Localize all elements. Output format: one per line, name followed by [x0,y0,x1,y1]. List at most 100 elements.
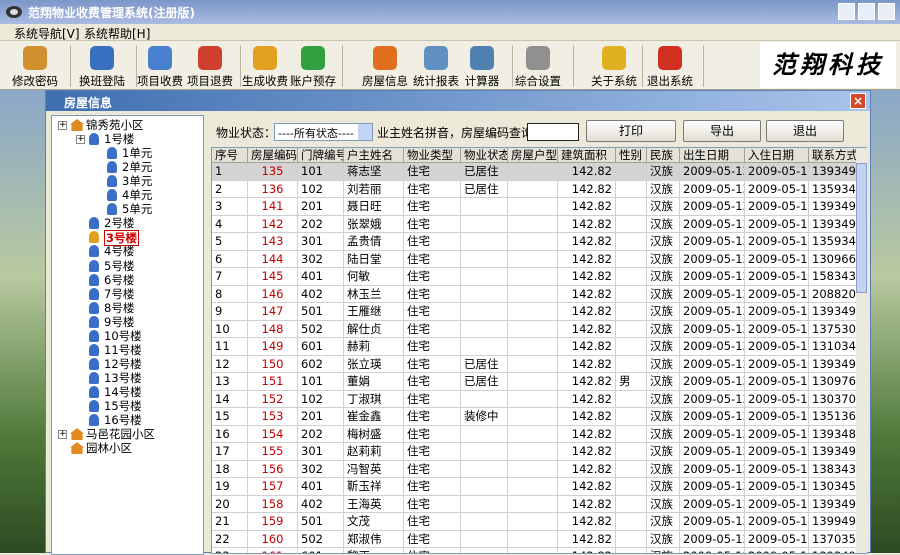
toolbar-button[interactable]: 计算器 [464,74,500,88]
tree-node[interactable]: 4单元 [122,188,153,203]
tree-node[interactable]: 13号楼 [104,370,142,385]
tree-node[interactable]: 12号楼 [104,356,142,371]
tree-node[interactable]: 10号楼 [104,328,142,343]
table-cell: 住宅 [404,233,461,251]
column-header[interactable]: 建筑面积 [558,148,616,163]
column-header[interactable]: 物业状态 [461,148,508,163]
tree-node[interactable]: 15号楼 [104,399,142,413]
toolbar-button[interactable]: 综合设置 [515,74,561,88]
column-header[interactable]: 入住日期 [745,148,809,163]
expander[interactable]: + [76,134,85,145]
table-cell: 2009-05-13 [680,250,745,268]
window-controls [838,3,896,21]
status-select[interactable]: ----所有状态---- [274,123,373,141]
action-button[interactable]: 退出 [766,120,844,142]
column-header[interactable]: 联系方式 [809,148,866,163]
maximize-button[interactable] [858,3,875,20]
table-cell: 汉族 [647,268,680,286]
table-cell: 302 [298,250,344,268]
menu-item[interactable]: 系统帮助[H] [84,27,151,41]
column-header[interactable]: 物业类型 [404,148,461,163]
column-header[interactable]: 门牌编号 [298,148,344,163]
toolbar-button[interactable]: 关于系统 [591,74,637,88]
table-cell: 138343930 [809,461,866,478]
table-cell: 赫莉 [344,338,404,356]
table-cell [616,355,647,373]
column-header[interactable]: 房屋编码 [248,148,298,163]
table-cell: 14 [212,390,248,408]
column-header[interactable]: 出生日期 [680,148,745,163]
column-header[interactable]: 序号 [212,148,248,163]
tree-node[interactable]: 16号楼 [104,413,142,428]
toolbar-icon [301,46,325,70]
table-cell: 2009-05-13 [745,530,809,548]
column-header[interactable]: 性别 [616,148,647,163]
table-cell: 502 [298,530,344,548]
toolbar-button[interactable]: 统计报表 [413,74,459,88]
menu-item[interactable]: 系统导航[V] [14,27,80,41]
tree-node[interactable]: 8号楼 [104,300,135,315]
toolbar-button[interactable]: 项目退费 [187,74,233,88]
tree-node[interactable]: 2单元 [122,160,153,175]
table-cell: 139349690 [809,163,866,181]
toolbar-button[interactable]: 房屋信息 [362,74,408,88]
table-cell: 7 [212,268,248,286]
tree-node[interactable]: 马邑花园小区 [86,427,155,442]
table-cell: 蒋志坚 [344,163,404,181]
toolbar-button[interactable]: 项目收费 [137,74,183,88]
toolbar-button[interactable]: 账户预存 [290,74,336,88]
close-button[interactable] [878,3,895,20]
table-cell: 汉族 [647,303,680,321]
table-cell: 2009-05-13 [745,233,809,251]
tree-node[interactable]: 5单元 [122,202,153,217]
table-cell: 142.82 [558,163,616,181]
scroll-thumb[interactable] [856,163,867,293]
menu-bar: 系统导航[V] 系统帮助[H] [0,24,900,41]
table-cell: 139349600 [809,548,866,553]
table-cell: 2009-05-13 [745,215,809,233]
toolbar-button[interactable]: 换班登陆 [79,74,125,88]
minimize-button[interactable] [838,3,855,20]
table-cell: 2009-05-13 [680,268,745,286]
tree-node[interactable]: 园林小区 [86,441,132,456]
tree-node[interactable]: 3号楼 [104,230,140,247]
action-button[interactable]: 导出 [683,120,761,142]
tree-node[interactable]: 7号楼 [104,286,135,301]
table-cell: 2009-05-13 [680,285,745,303]
tree-node[interactable]: 锦秀苑小区 [86,118,144,132]
tree-node[interactable]: 1号楼 [104,132,135,147]
scrollbar[interactable] [856,148,867,553]
expander[interactable]: + [58,120,67,130]
table-cell: 142.82 [558,548,616,553]
tree-node[interactable]: 2号楼 [104,216,135,231]
dialog-close[interactable]: × [850,93,866,109]
tree-icon [89,217,99,230]
column-header[interactable]: 房屋户型 [508,148,558,163]
tree-node[interactable]: 5号楼 [104,258,135,273]
tree-node[interactable]: 6号楼 [104,272,135,287]
toolbar-button[interactable]: 修改密码 [12,74,58,88]
table-cell: 赵莉莉 [344,443,404,461]
table-cell: 148 [248,320,298,338]
tree-node[interactable]: 9号楼 [104,314,135,329]
toolbar-button[interactable]: 退出系统 [647,74,693,88]
table-cell [461,513,508,531]
tree-node[interactable]: 3单元 [122,174,153,189]
table-cell: 5 [212,233,248,251]
table-cell: 解仕贞 [344,320,404,338]
column-header[interactable]: 户主姓名 [344,148,404,163]
table-cell: 302 [298,460,344,478]
tree-icon [89,385,99,398]
column-header[interactable]: 民族 [647,148,680,163]
toolbar-button[interactable]: 生成收费 [242,74,288,88]
tree-node[interactable]: 4号楼 [104,244,135,259]
table-cell: 汉族 [647,425,680,443]
expander[interactable]: + [58,429,67,440]
action-button[interactable]: 打印 [586,120,676,142]
tree-node[interactable]: 14号楼 [104,384,142,399]
tree-node[interactable]: 1单元 [122,146,153,161]
table-cell [461,425,508,443]
tree-node[interactable]: 11号楼 [104,342,142,357]
search-input[interactable] [527,123,579,141]
table-cell: 102 [298,180,344,198]
